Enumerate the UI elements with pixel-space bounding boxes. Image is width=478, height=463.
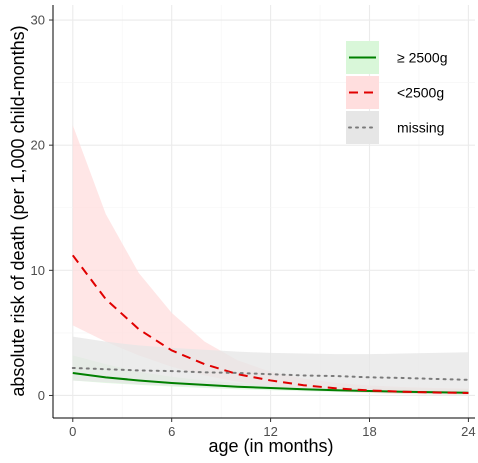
series-line-1	[72, 371, 469, 394]
tick-label-layer: 0 6 12 18 24 0 10 20 30	[31, 13, 476, 439]
y-tick-label: 30	[31, 13, 45, 28]
x-tick-label: 0	[69, 424, 76, 439]
series-line-3	[71, 366, 470, 381]
x-tick-label: 12	[263, 424, 277, 439]
legend-label-3: missing	[397, 120, 444, 136]
y-tick-label: 10	[31, 263, 45, 278]
x-tick-label: 24	[461, 424, 475, 439]
y-tick-label: 0	[38, 388, 45, 403]
x-tick-label: 18	[362, 424, 376, 439]
y-tick-label: 20	[31, 138, 45, 153]
series-line-layer	[71, 254, 470, 394]
y-axis-title: absolute risk of death (per 1,000 child-…	[8, 25, 28, 396]
legend: ≥ 2500g <2500g missing	[346, 41, 448, 144]
x-tick-label: 6	[168, 424, 175, 439]
axis-layer	[49, 5, 475, 422]
legend-label-1: ≥ 2500g	[397, 50, 448, 66]
grid-layer	[53, 5, 475, 418]
series-line-2	[71, 254, 469, 394]
legend-label-2: <2500g	[397, 85, 444, 101]
confidence-band-series-2	[72, 125, 469, 395]
x-axis-title: age (in months)	[208, 436, 333, 456]
